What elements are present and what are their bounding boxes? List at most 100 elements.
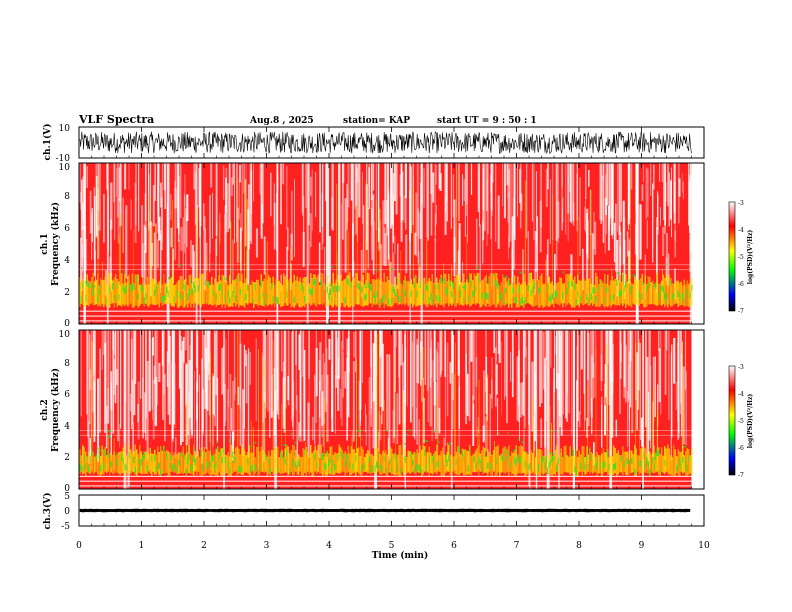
spectrogram-band: [571, 455, 573, 474]
spectrogram-band-green: [379, 300, 381, 307]
spectrogram-streak: [97, 378, 100, 462]
spectrogram-spot: [294, 441, 296, 444]
spectrogram-streak: [546, 254, 548, 276]
spectrogram-band: [565, 274, 567, 307]
spectrogram-spot: [250, 445, 253, 448]
spectrogram-streak: [215, 163, 218, 237]
spectrogram-streak: [495, 364, 498, 395]
spectrogram-sferic: [244, 181, 245, 305]
spectrogram-band-green: [467, 295, 469, 302]
spectrogram-band-green: [350, 281, 352, 288]
spectrogram-streak: [354, 163, 356, 209]
spectrogram-band-green: [475, 285, 477, 292]
spectrogram-band-green: [392, 286, 394, 293]
spectrogram-streak: [516, 356, 519, 421]
spectrogram-band-green: [206, 461, 208, 469]
spectrogram-band-green: [185, 468, 187, 475]
spectrogram-band-green: [458, 446, 460, 453]
spectrogram-band: [175, 455, 177, 473]
spectrogram-streak: [607, 163, 611, 231]
spectrogram-band: [385, 450, 387, 475]
spectrogram-band-green: [253, 298, 255, 305]
spectrogram-band: [562, 456, 564, 475]
spectrogram-streak: [602, 163, 605, 243]
spectrogram-streak: [261, 163, 263, 182]
spectrogram-streak: [210, 194, 211, 254]
spectrogram-band: [80, 281, 82, 304]
spectrogram-streak: [158, 163, 160, 183]
spectrogram-band-green: [443, 277, 445, 284]
spectrogram-band: [676, 456, 678, 473]
spectrogram-streak: [89, 369, 91, 390]
spectrogram-band: [557, 282, 559, 305]
spectrogram-spot: [526, 451, 528, 453]
spectrogram-band: [460, 454, 462, 474]
spectrogram-spot: [425, 440, 429, 442]
spectrogram-band-green: [545, 456, 547, 463]
spectrogram-band: [482, 279, 484, 305]
spectrogram-streak: [81, 226, 84, 258]
spectrogram-band: [437, 282, 439, 304]
spectrogram-band: [511, 277, 513, 308]
spectrogram-streak: [513, 163, 516, 241]
spectrogram-streak: [505, 330, 507, 397]
spectrogram-band: [493, 450, 495, 472]
spectrogram-streak: [361, 330, 363, 383]
spectrogram-band-green: [137, 458, 139, 465]
spectrogram-streak: [507, 193, 509, 223]
spectrogram-band-green: [134, 467, 136, 474]
spectrogram-band: [407, 281, 409, 307]
spectrogram-band: [619, 275, 621, 306]
spectrogram-band: [586, 279, 588, 304]
figure-title: VLF Spectra: [78, 113, 154, 126]
spectrogram-streak: [223, 165, 225, 200]
spectrogram-streak: [291, 190, 293, 245]
spectrogram-streak: [592, 330, 595, 378]
spectrogram-streak: [273, 202, 276, 250]
spectrogram-streak: [326, 374, 329, 442]
spectrogram-band: [664, 277, 666, 307]
spectrogram-band: [383, 272, 385, 308]
spectrogram-band: [136, 274, 138, 306]
spectrogram-streak: [604, 198, 606, 254]
spectrogram-streak: [492, 163, 494, 183]
spectrogram-sferic: [395, 354, 396, 470]
spectrogram-streak: [560, 336, 561, 418]
spectrogram-band: [211, 456, 213, 476]
spectrogram-streak: [412, 341, 414, 407]
spectrogram-streak: [580, 330, 581, 415]
spectrogram-band: [665, 448, 667, 472]
spectrogram-band: [680, 281, 682, 306]
spectrogram-band-green: [301, 283, 303, 290]
spectrogram-band-green: [413, 467, 415, 474]
spectrogram-band: [322, 453, 324, 477]
spectrogram-streak: [171, 330, 174, 440]
spectrogram-band: [191, 455, 193, 475]
spectrogram-spot: [509, 283, 511, 286]
spectrogram-spot: [513, 449, 516, 451]
spectrogram-sferic: [635, 343, 636, 470]
spectrogram-streak: [183, 193, 185, 253]
spectrogram-band-green: [244, 294, 246, 302]
spectrogram-burst: [123, 330, 127, 489]
spectrogram-streak: [646, 220, 648, 249]
spectrogram-spot: [274, 282, 276, 285]
spectrogram-band: [508, 278, 510, 308]
spectrogram-band-green: [656, 449, 658, 456]
time-axis-label: Time (min): [372, 550, 429, 561]
spectrogram-band: [200, 447, 202, 477]
spectrogram-streak: [555, 330, 558, 389]
spectrogram-band-green: [523, 300, 525, 307]
spectrogram-band: [658, 447, 660, 475]
spectrogram-band: [133, 283, 135, 308]
spectrogram-streak: [307, 402, 310, 458]
spectrogram-streak: [626, 231, 629, 257]
spectrogram-sferic: [383, 399, 385, 470]
spectrogram-band: [280, 452, 282, 474]
spectrogram-streak: [544, 357, 547, 448]
spectrogram-spot: [377, 453, 380, 456]
spectrogram-spot: [167, 277, 171, 280]
spectrogram-band-green: [365, 292, 367, 300]
spectrogram-band: [166, 450, 168, 473]
